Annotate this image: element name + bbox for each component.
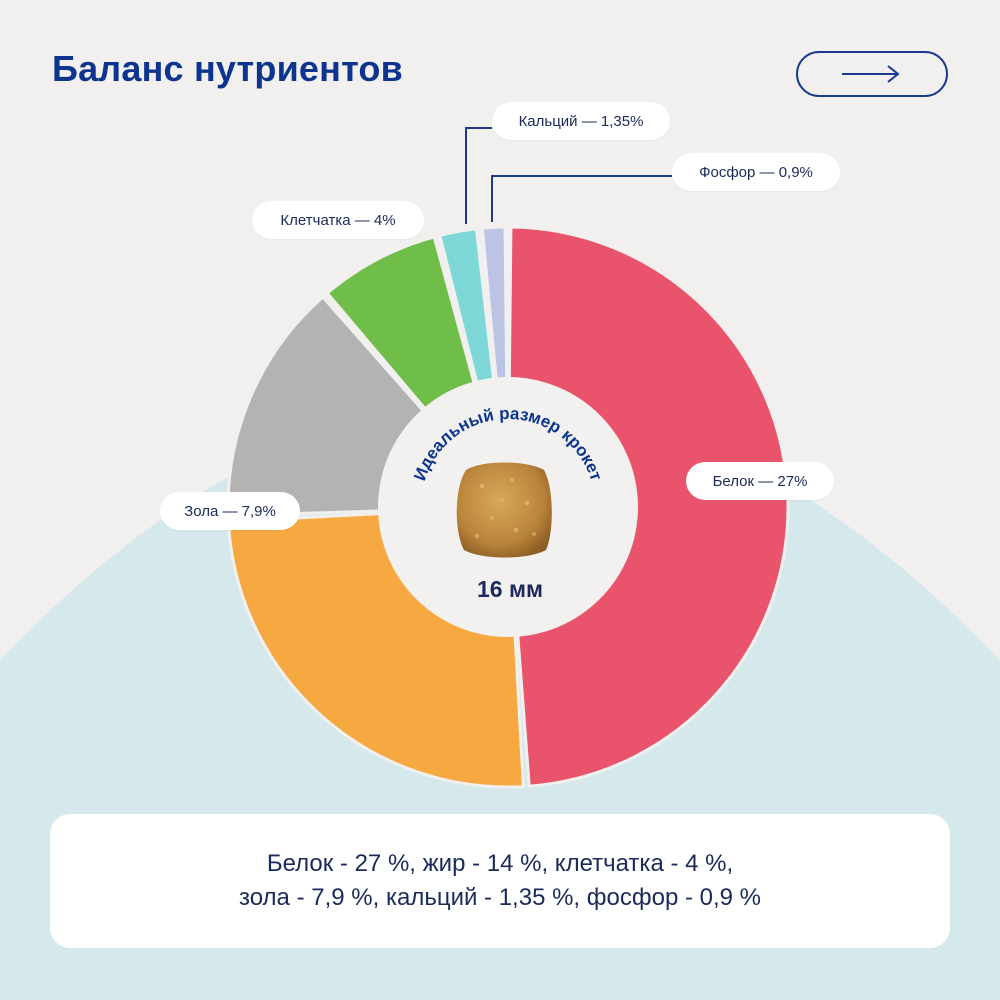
- kibble-image: [456, 462, 552, 558]
- slices: [226, 225, 790, 789]
- kibble-size: 16 мм: [476, 576, 543, 602]
- label-ash: Зола — 7,9%: [160, 492, 300, 530]
- label-fiber: Клетчатка — 4%: [252, 201, 424, 239]
- label-phosphorus: Фосфор — 0,9%: [672, 153, 840, 191]
- arrow-right-icon: [842, 65, 900, 83]
- leader-line-calcium: [465, 127, 492, 224]
- label-calcium: Кальций — 1,35%: [492, 102, 670, 140]
- summary-card: Белок - 27 %, жир - 14 %, клетчатка - 4 …: [50, 814, 950, 948]
- summary-line-1: Белок - 27 %, жир - 14 %, клетчатка - 4 …: [266, 850, 734, 877]
- leader-line-phosphorus: [491, 175, 672, 222]
- leader-lines: [465, 127, 672, 224]
- next-button[interactable]: [796, 51, 948, 97]
- page-title: Баланс нутриентов: [52, 48, 403, 89]
- label-protein: Белок — 27%: [686, 462, 834, 500]
- summary-line-2: зола - 7,9 %, кальций - 1,35 %, фосфор -…: [239, 884, 761, 911]
